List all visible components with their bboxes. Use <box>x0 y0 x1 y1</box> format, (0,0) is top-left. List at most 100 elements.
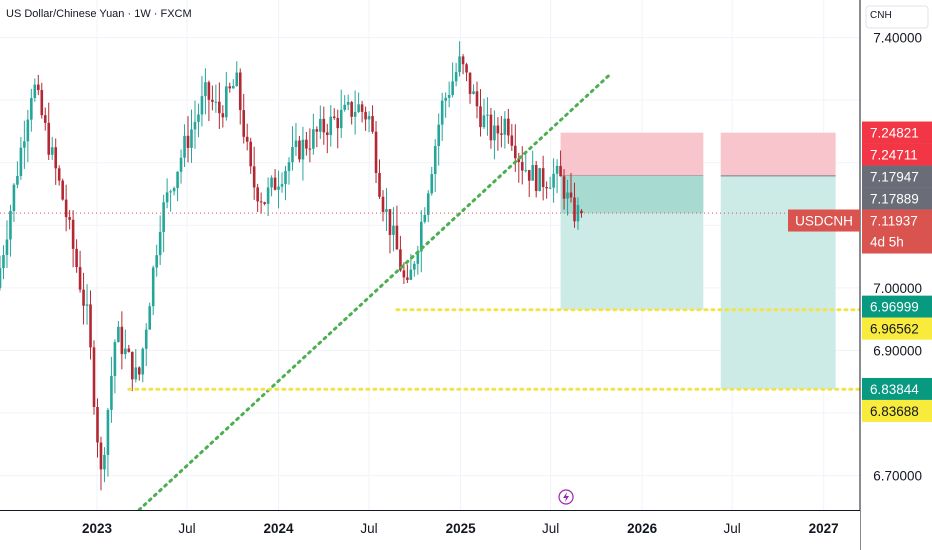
currency-unit-box[interactable] <box>865 5 929 29</box>
candle-body <box>110 375 113 410</box>
candle-body <box>23 141 26 148</box>
time-tick-label: 2027 <box>809 521 839 536</box>
candle-body <box>92 347 96 407</box>
candle-body <box>482 115 486 128</box>
candle-body <box>186 135 190 148</box>
price-label: 7.11937 <box>870 214 918 229</box>
candle-body <box>454 72 458 82</box>
candle-body <box>106 409 110 455</box>
candle-body <box>507 118 510 136</box>
candle-body <box>520 162 524 171</box>
candle-body <box>475 91 479 107</box>
candle-body <box>458 56 461 73</box>
candle-body <box>36 84 40 91</box>
candle-body <box>489 114 493 141</box>
candle-body <box>176 171 179 189</box>
candle-body <box>235 72 239 86</box>
candle-body <box>423 214 427 222</box>
candle-body <box>399 249 402 271</box>
candle-body <box>388 209 392 235</box>
candle-body <box>89 304 92 348</box>
candle-body <box>9 210 12 240</box>
candle-body <box>367 116 371 120</box>
candle-body <box>165 192 169 203</box>
chart-title: US Dollar/Chinese Yuan · 1W · FXCM <box>6 8 192 20</box>
stop-zone-1 <box>560 132 704 176</box>
time-tick-label: 2025 <box>446 521 477 536</box>
candle-body <box>524 170 528 172</box>
currency-unit[interactable]: CNH <box>870 10 892 21</box>
time-tick-label: Jul <box>178 521 195 536</box>
candle-body <box>228 86 232 89</box>
candle-body <box>451 81 454 96</box>
candles <box>0 41 583 491</box>
price-tick-label: 7.40000 <box>873 31 922 46</box>
candle-body <box>346 102 350 105</box>
candle-body <box>531 165 535 181</box>
candle-body <box>221 113 225 118</box>
candle-body <box>43 115 47 123</box>
candle-body <box>183 135 186 158</box>
candle-body <box>144 329 148 349</box>
candle-body <box>402 270 406 278</box>
candle-body <box>357 104 360 112</box>
candle-body <box>113 342 117 376</box>
candle-body <box>332 116 336 118</box>
candle-body <box>374 131 378 173</box>
candle-body <box>120 326 124 355</box>
candle-body <box>378 172 381 197</box>
candle-body <box>2 254 5 269</box>
candle-body <box>576 204 580 222</box>
candle-body <box>103 454 106 470</box>
candle-body <box>371 116 374 132</box>
price-axis-bg <box>860 0 932 550</box>
price-label-bg <box>862 295 932 318</box>
candle-body <box>82 289 85 306</box>
candle-body <box>204 82 207 97</box>
price-label-bg <box>862 377 932 400</box>
candle-body <box>200 96 204 115</box>
candle-body <box>517 158 521 163</box>
candle-body <box>479 106 482 128</box>
candle-body <box>75 248 78 268</box>
candle-body <box>124 348 127 355</box>
price-labels: 7.24821 7.24711 7.17947 7.17889 7.11937 4d 5h… <box>788 121 932 422</box>
candle-body <box>218 101 221 114</box>
candle-body <box>193 121 197 130</box>
candle-body <box>26 119 30 142</box>
candle-body <box>426 193 430 215</box>
candle-body <box>430 174 434 194</box>
candle-body <box>273 177 277 190</box>
candle-body <box>179 157 183 172</box>
price-label: 7.24711 <box>870 148 918 163</box>
candle-body <box>360 104 364 112</box>
candle-body <box>263 202 266 204</box>
price-label-bg <box>862 187 932 210</box>
candle-body <box>569 192 573 198</box>
candle-body <box>197 114 200 122</box>
candle-body <box>409 269 413 280</box>
candle-body <box>406 277 409 280</box>
candle-body <box>214 101 218 103</box>
candle-body <box>57 168 61 181</box>
candle-body <box>287 162 291 171</box>
candle-body <box>305 139 308 149</box>
candle-body <box>207 82 211 100</box>
candle-body <box>419 221 423 252</box>
lightning-icon[interactable] <box>558 489 574 505</box>
candle-body <box>50 147 54 155</box>
candle-body <box>61 180 64 200</box>
filled-target-part <box>560 175 704 214</box>
candle-body <box>148 306 152 330</box>
price-label: 6.96999 <box>870 300 919 315</box>
candle-body <box>231 85 235 89</box>
candle-body <box>78 267 82 290</box>
candle-body <box>131 351 134 380</box>
candle-body <box>280 184 284 187</box>
candle-body <box>137 367 141 375</box>
stop-zone-2 <box>720 132 836 176</box>
price-label: 6.96562 <box>870 322 919 337</box>
time-tick-label: Jul <box>542 521 559 536</box>
